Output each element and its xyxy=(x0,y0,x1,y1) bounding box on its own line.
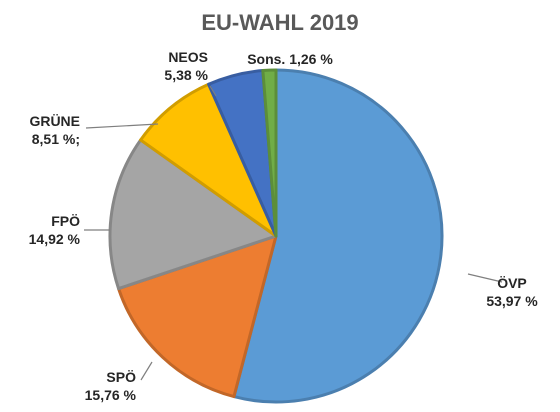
leader-line-grüne xyxy=(85,123,159,129)
slice-name-grüne: GRÜNE xyxy=(29,113,80,129)
leader-line-spö xyxy=(140,361,153,381)
slice-name-övp: ÖVP xyxy=(497,275,527,291)
pie-slice-sons xyxy=(261,68,278,238)
slice-labels: ÖVP 53,97 % SPÖ 15,76 % FPÖ 14,92 % GRÜNE 8,51 … xyxy=(29,49,539,403)
slice-value-övp: 53,97 % xyxy=(486,293,538,309)
pie-slices xyxy=(108,68,444,404)
leader-lines xyxy=(84,85,503,381)
slice-value-fpö: 14,92 % xyxy=(29,231,81,247)
leader-line-neos xyxy=(209,85,217,97)
slice-name-fpö: FPÖ xyxy=(51,213,80,229)
slice-value-spö: 15,76 % xyxy=(85,387,137,403)
pie-slice-grüne xyxy=(139,82,278,238)
pie-slice-fpö xyxy=(108,138,278,291)
slice-label-sons: Sons. 1,26 % xyxy=(247,51,333,67)
chart-title: EU-WAHL 2019 xyxy=(201,10,358,35)
leader-line-övp xyxy=(467,273,503,283)
slice-value-neos: 5,38 % xyxy=(164,67,208,83)
pie-slice-övp xyxy=(232,68,444,404)
slice-value-grüne: 8,51 %; xyxy=(32,131,80,147)
slice-name-neos: NEOS xyxy=(168,49,208,65)
slice-name-spö: SPÖ xyxy=(106,369,136,385)
